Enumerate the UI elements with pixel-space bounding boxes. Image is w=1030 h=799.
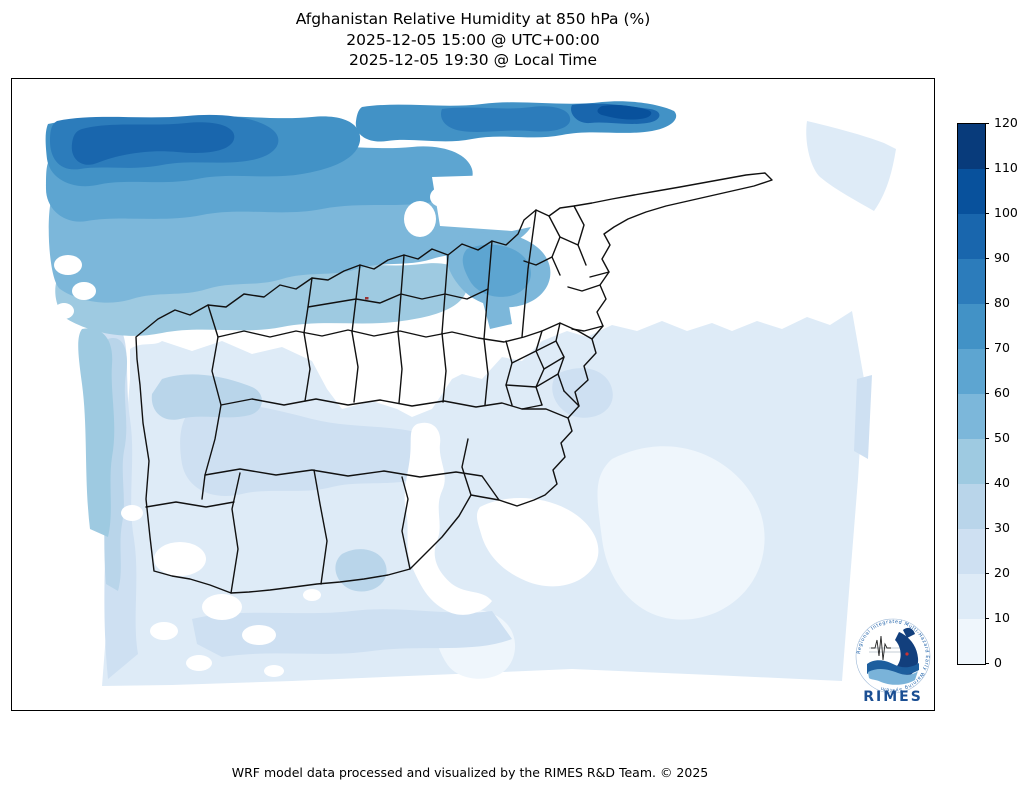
colorbar <box>957 123 986 665</box>
colorbar-tick-label: 0 <box>994 655 1002 671</box>
colorbar-segment <box>958 124 985 169</box>
province-line <box>573 205 587 266</box>
contour-band-40-50 <box>78 328 115 537</box>
colorbar-tick-label: 60 <box>994 385 1010 401</box>
province-line <box>217 322 593 343</box>
logo-wave-light <box>868 669 918 685</box>
logo-landmass-wing <box>903 627 915 638</box>
contour-fills <box>45 101 896 686</box>
colorbar-segment <box>958 439 985 484</box>
contour-band-10-20-northeast-patch <box>806 121 896 211</box>
province-line <box>230 472 241 594</box>
rimes-logo: Regional Integrated Multi-Hazard Early W… <box>855 618 931 705</box>
colorbar-segment <box>958 304 985 349</box>
masked-terrain-holes <box>54 187 599 677</box>
logo-seismogram <box>871 635 891 661</box>
province-line <box>548 215 561 276</box>
province-line <box>521 404 543 410</box>
province-line <box>461 438 472 496</box>
province-line <box>559 236 579 246</box>
colorbar-segment <box>958 529 985 574</box>
footer-credit: WRF model data processed and visualized … <box>231 765 709 780</box>
colorbar-segment <box>958 574 985 619</box>
province-line <box>204 468 500 501</box>
contour-band-20-30 <box>552 368 613 418</box>
province-line <box>441 332 447 403</box>
province-line <box>313 469 328 585</box>
contour-band-100-110 <box>597 104 652 120</box>
province-line <box>511 350 537 364</box>
province-line <box>571 325 604 332</box>
colorbar-tick-label: 100 <box>994 205 1018 221</box>
province-line <box>523 256 553 266</box>
contour-band-60-70 <box>462 244 531 297</box>
province-line <box>535 373 559 388</box>
colorbar-tick-label: 40 <box>994 475 1010 491</box>
title-line-variable: Afghanistan Relative Humidity at 850 hPa… <box>295 10 651 28</box>
colorbar-tick-label: 90 <box>994 250 1010 266</box>
contour-band-0-10 <box>597 446 765 620</box>
colorbar-tick-label: 30 <box>994 520 1010 536</box>
contour-band-50-60 <box>482 294 512 329</box>
colorbar-tick-label: 50 <box>994 430 1010 446</box>
province-line <box>307 288 489 308</box>
province-line <box>505 384 537 388</box>
colorbar-segment <box>958 619 985 664</box>
colorbar-tick-label: 70 <box>994 340 1010 356</box>
colorbar-tick-label: 20 <box>994 565 1010 581</box>
province-line <box>303 332 311 402</box>
province-line <box>521 209 537 338</box>
colorbar-tick-label: 10 <box>994 610 1010 626</box>
artifact-dot <box>365 297 369 300</box>
colorbar-segment <box>958 484 985 529</box>
province-line <box>483 338 489 406</box>
colorbar-segment <box>958 394 985 439</box>
contour-band-30-40 <box>151 374 262 420</box>
title-line-local-time: 2025-12-05 19:30 @ Local Time <box>348 51 598 69</box>
humidity-map-canvas: Regional Integrated Multi-Hazard Early W… <box>45 101 931 705</box>
province-line <box>401 476 411 570</box>
colorbar-tick-label: 110 <box>994 160 1018 176</box>
logo-artwork <box>867 627 919 685</box>
province-line <box>589 271 610 278</box>
logo-red-dot <box>905 652 909 656</box>
colorbar-segment <box>958 214 985 259</box>
logo-wave-dark <box>867 660 919 675</box>
contour-band-20-30 <box>192 609 512 657</box>
province-line <box>543 356 565 370</box>
contour-band-80-90 <box>440 106 571 132</box>
figure-title: Afghanistan Relative Humidity at 850 hPa… <box>11 9 935 71</box>
colorbar-tick-label: 120 <box>994 115 1018 131</box>
colorbar-tick-label: 80 <box>994 295 1010 311</box>
colorbar-segment <box>958 169 985 214</box>
map-axes: Regional Integrated Multi-Hazard Early W… <box>11 78 935 711</box>
province-boundaries <box>135 172 773 594</box>
province-line <box>145 501 235 508</box>
province-line <box>535 340 557 352</box>
province-line <box>397 331 403 404</box>
province-line <box>505 340 513 406</box>
colorbar-segment <box>958 349 985 394</box>
masked-gap <box>432 173 568 231</box>
title-line-utc-time: 2025-12-05 15:00 @ UTC+00:00 <box>346 30 600 49</box>
contour-band-20-30 <box>854 375 872 459</box>
province-line <box>563 390 580 407</box>
colorbar-segment <box>958 259 985 304</box>
logo-wordmark: RIMES <box>863 689 923 705</box>
province-line <box>351 331 359 403</box>
province-line <box>567 284 601 292</box>
contour-band-90-100 <box>71 122 235 165</box>
